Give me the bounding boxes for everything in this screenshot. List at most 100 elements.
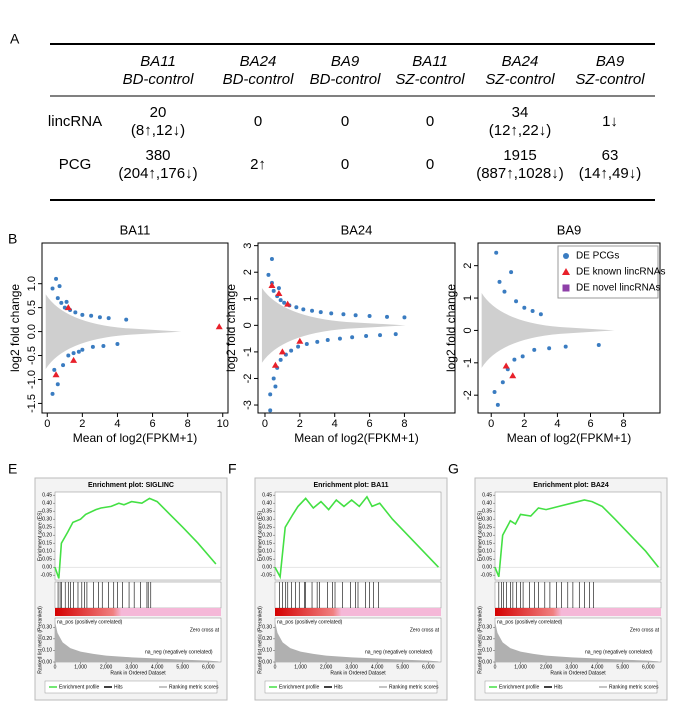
y-tick-label: -1.0 bbox=[26, 370, 38, 389]
de-point bbox=[402, 315, 407, 320]
y-tick-label: -0.05 bbox=[481, 573, 493, 579]
x-tick-label: 8 bbox=[401, 418, 407, 430]
de-point bbox=[268, 282, 276, 288]
de-point bbox=[296, 344, 301, 349]
de-point bbox=[89, 313, 94, 318]
column-header: BD-control bbox=[310, 71, 382, 88]
column-header: BA11 bbox=[140, 53, 176, 70]
legend-label: Ranking metric scores bbox=[609, 684, 659, 690]
de-point bbox=[341, 312, 346, 317]
x-tick-label: 6 bbox=[367, 418, 373, 430]
de-point bbox=[278, 348, 286, 355]
de-point bbox=[52, 367, 57, 372]
table-cell: (14↑,49↓) bbox=[579, 165, 642, 182]
neg-label: na_neg (negatively correlated) bbox=[145, 649, 213, 655]
y-tick-label: 0.25 bbox=[42, 525, 52, 531]
y-tick-label: 0 bbox=[242, 322, 254, 328]
column-header: BA24 bbox=[502, 53, 539, 70]
y-tick-label: 0.15 bbox=[482, 541, 492, 547]
y-tick-label: 0.30 bbox=[42, 625, 52, 631]
x-axis-label: Rank in Ordered Dataset bbox=[110, 670, 166, 676]
panel-letter: G bbox=[448, 461, 459, 477]
y-tick-label: 0.35 bbox=[42, 509, 52, 515]
de-point bbox=[337, 336, 342, 341]
y-tick-label: -1 bbox=[462, 358, 474, 368]
de-point bbox=[497, 279, 502, 284]
x-tick-label: 2,000 bbox=[100, 664, 113, 670]
es-axis-label: Enrichment score (ES) bbox=[257, 511, 263, 562]
de-point bbox=[318, 310, 323, 315]
table-cell: 380 bbox=[145, 147, 170, 164]
y-tick-label: 0.10 bbox=[482, 648, 492, 654]
de-point bbox=[596, 343, 601, 347]
plot-frame bbox=[477, 242, 661, 414]
y-tick-label: 0.30 bbox=[482, 517, 492, 523]
y-tick-label: 0.30 bbox=[262, 625, 272, 631]
y-tick-label: 0.40 bbox=[262, 501, 272, 507]
y-tick-label: -3 bbox=[242, 400, 254, 410]
de-point bbox=[106, 316, 111, 321]
de-point bbox=[304, 341, 309, 346]
y-tick-label: 0.15 bbox=[42, 541, 52, 547]
y-tick-label: -0.5 bbox=[26, 346, 38, 365]
de-point bbox=[115, 342, 120, 347]
de-point bbox=[215, 323, 223, 330]
de-point bbox=[289, 348, 294, 353]
table-cell: (12↑,22↓) bbox=[489, 122, 552, 139]
de-point bbox=[52, 371, 60, 378]
de-point bbox=[364, 333, 369, 338]
y-tick-label: 0.45 bbox=[262, 493, 272, 499]
y-tick-label: 0.10 bbox=[482, 549, 492, 555]
legend-label: Ranking metric scores bbox=[389, 684, 439, 690]
x-tick-label: 5,000 bbox=[396, 664, 409, 670]
enrichment-curve bbox=[274, 495, 440, 580]
metric-axis-label: Ranked list metric (Preranked) bbox=[37, 606, 43, 674]
legend-label: DE novel lincRNAs bbox=[576, 283, 660, 294]
y-tick-label: 0.30 bbox=[42, 517, 52, 523]
de-point bbox=[54, 276, 59, 281]
de-point bbox=[509, 372, 517, 379]
metric-axis-label: Ranked list metric (Preranked) bbox=[477, 606, 483, 674]
de-point bbox=[494, 250, 499, 255]
y-tick-label: 0.40 bbox=[42, 501, 52, 507]
y-tick-label: 0.00 bbox=[482, 659, 492, 665]
y-tick-label: -2 bbox=[242, 374, 254, 384]
de-point bbox=[563, 344, 568, 349]
de-point bbox=[90, 344, 95, 349]
y-tick-label: 0.00 bbox=[262, 659, 272, 665]
de-point bbox=[512, 357, 517, 362]
de-point bbox=[278, 298, 283, 303]
y-tick-label: 0.00 bbox=[262, 565, 272, 571]
de-point bbox=[520, 354, 525, 359]
pos-label: na_pos (positively correlated) bbox=[497, 619, 563, 625]
background-cloud bbox=[261, 287, 406, 363]
de-point bbox=[266, 272, 271, 277]
legend-box bbox=[484, 680, 658, 694]
legend-label: Enrichment profile bbox=[499, 684, 540, 690]
de-point bbox=[70, 356, 78, 363]
de-point bbox=[59, 300, 64, 305]
de-point bbox=[522, 305, 527, 310]
zero-label: Zero cross at bbox=[630, 627, 660, 633]
y-tick-label: 0.20 bbox=[42, 533, 52, 539]
legend-marker bbox=[562, 268, 570, 275]
column-header: SZ-control bbox=[395, 71, 465, 88]
x-tick-label: 8 bbox=[185, 418, 191, 430]
y-tick-label: 1.0 bbox=[26, 276, 38, 291]
y-tick-label: 0.25 bbox=[262, 525, 272, 531]
y-tick-label: 0.20 bbox=[42, 636, 52, 642]
de-point bbox=[367, 314, 372, 319]
de-point bbox=[502, 289, 507, 294]
column-header: BD-control bbox=[123, 71, 195, 88]
y-tick-label: 0.20 bbox=[262, 533, 272, 539]
column-header: BA11 bbox=[412, 53, 448, 70]
x-tick-label: 4 bbox=[554, 418, 560, 430]
y-tick-label: -1.5 bbox=[26, 394, 38, 413]
x-tick-label: 0 bbox=[488, 418, 494, 430]
de-point bbox=[538, 312, 543, 317]
de-point bbox=[530, 309, 535, 313]
de-point bbox=[64, 304, 72, 311]
y-axis-label: log2 fold change bbox=[444, 284, 458, 372]
es-panel bbox=[494, 491, 662, 581]
